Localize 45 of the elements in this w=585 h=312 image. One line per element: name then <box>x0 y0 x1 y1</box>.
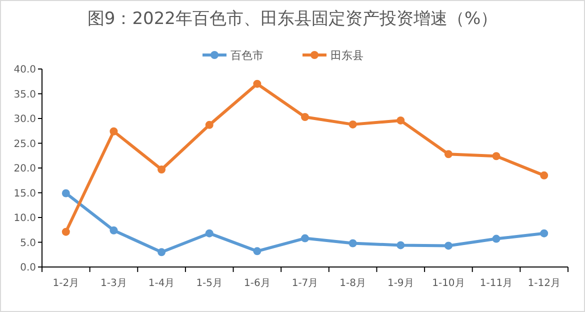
y-tick-label: 0.0 <box>20 262 36 274</box>
point <box>444 150 452 158</box>
y-tick-label: 20.0 <box>14 164 36 174</box>
x-tick-label: 1-6月 <box>244 278 270 289</box>
point <box>205 229 214 238</box>
point <box>253 247 262 256</box>
y-tick-label: 40.0 <box>14 64 36 76</box>
y-tick-label: 30.0 <box>14 114 36 125</box>
point <box>110 226 118 234</box>
y-tick-label: 15.0 <box>14 188 36 200</box>
point <box>444 242 452 250</box>
y-tick-label: 5.0 <box>20 238 36 249</box>
x-tick-label: 1-11月 <box>480 278 513 289</box>
x-tick-label: 1-5月 <box>196 278 223 289</box>
point <box>348 120 357 128</box>
y-tick-label: 25.0 <box>14 138 36 150</box>
x-tick-label: 1-12月 <box>528 278 560 289</box>
x-tick-label: 1-3月 <box>100 278 127 289</box>
point <box>396 241 405 250</box>
point <box>110 127 118 136</box>
x-tick-label: 1-2月 <box>52 278 80 289</box>
x-tick-label: 1-10月 <box>432 278 465 289</box>
point <box>540 229 548 238</box>
point <box>158 248 166 256</box>
x-tick-label: 1-9月 <box>387 278 414 289</box>
legend-label: 田东县 <box>330 48 364 62</box>
point <box>62 189 70 198</box>
x-tick-label: 1-8月 <box>340 278 366 289</box>
legend-label: 百色市 <box>230 48 264 62</box>
point <box>205 120 214 129</box>
chart-title: 图9：2022年百色市、田东县固定资产投资增速（%） <box>87 9 498 29</box>
point <box>158 165 166 174</box>
x-tick-label: 1-7月 <box>292 278 318 289</box>
point <box>301 113 309 122</box>
x-tick-label: 1-4月 <box>148 278 175 289</box>
y-tick-label: 10.0 <box>14 213 36 224</box>
y-tick-label: 35.0 <box>14 89 36 100</box>
point <box>396 116 405 124</box>
point <box>348 239 357 248</box>
point <box>492 234 500 243</box>
point <box>540 171 548 180</box>
point <box>253 80 262 88</box>
point <box>492 152 500 160</box>
point <box>62 228 70 236</box>
point <box>301 234 309 242</box>
